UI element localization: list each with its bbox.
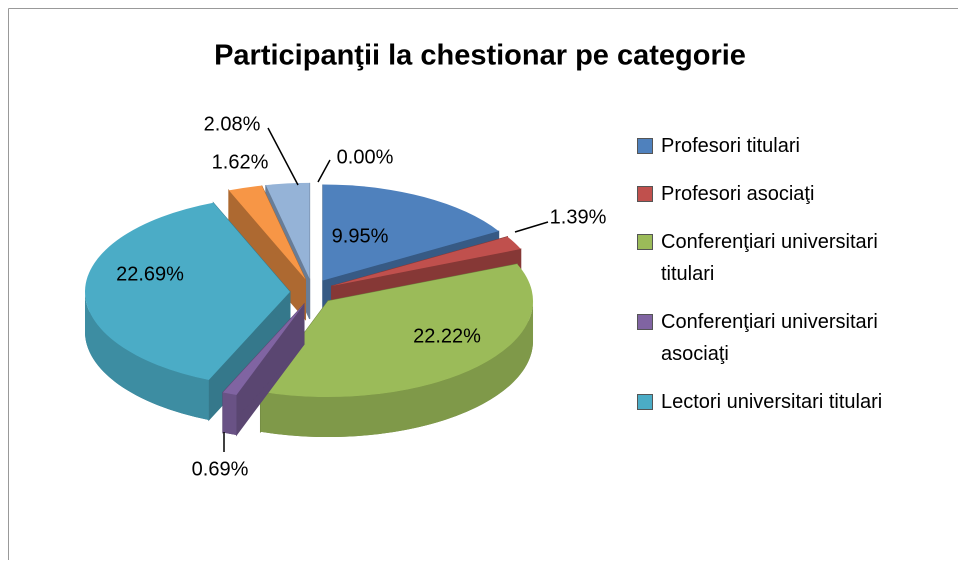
legend-item: Profesori titulari — [637, 130, 931, 162]
slice-side — [260, 301, 534, 438]
data-label: 2.08% — [204, 113, 261, 135]
slice-top — [228, 185, 306, 280]
slice-side — [222, 392, 237, 435]
data-label: 9.95% — [332, 225, 389, 247]
slice — [222, 302, 305, 437]
slice-top — [85, 202, 291, 380]
leader-line — [267, 127, 299, 186]
legend-item: Conferenţiari universitari titulari — [637, 226, 931, 290]
legend-swatch — [637, 234, 653, 250]
legend-item: Lectori universitari titulari — [637, 386, 931, 418]
slice-top — [260, 264, 534, 398]
legend-label: Profesori asociaţi — [661, 183, 815, 205]
data-label: 22.22% — [413, 325, 481, 347]
slice-top — [331, 236, 521, 287]
slice — [85, 201, 291, 422]
legend-label: Conferenţiari universitari asociaţi — [661, 311, 878, 365]
legend-item: Profesori asociaţi — [637, 178, 931, 210]
slice-top — [322, 184, 499, 281]
slice-top — [222, 304, 305, 395]
legend: Profesori titulari Profesori asociaţi Conf… — [637, 130, 937, 434]
leader-line — [317, 159, 331, 183]
legend-swatch — [637, 186, 653, 202]
data-label: 1.39% — [550, 206, 607, 228]
chart-title: Participanţii la chestionar pe categorie — [214, 40, 746, 72]
legend-swatch — [637, 138, 653, 154]
slice — [259, 263, 534, 438]
leader-line — [514, 221, 549, 233]
legend-label: Profesori titulari — [661, 135, 800, 157]
slice-top — [265, 182, 310, 279]
data-label: 0.69% — [192, 458, 249, 480]
legend-label: Conferenţiari universitari titulari — [661, 231, 878, 285]
data-label: 0.00% — [337, 146, 394, 168]
slice-side — [85, 291, 209, 420]
data-label: 22.69% — [116, 263, 184, 285]
legend-swatch — [637, 394, 653, 410]
slice-wall — [222, 303, 305, 434]
data-label: 1.62% — [212, 151, 269, 173]
legend-label: Lectori universitari titulari — [661, 391, 883, 413]
legend-swatch — [637, 314, 653, 330]
legend-item: Conferenţiari universitari asociaţi — [637, 306, 931, 370]
frame — [8, 8, 958, 560]
